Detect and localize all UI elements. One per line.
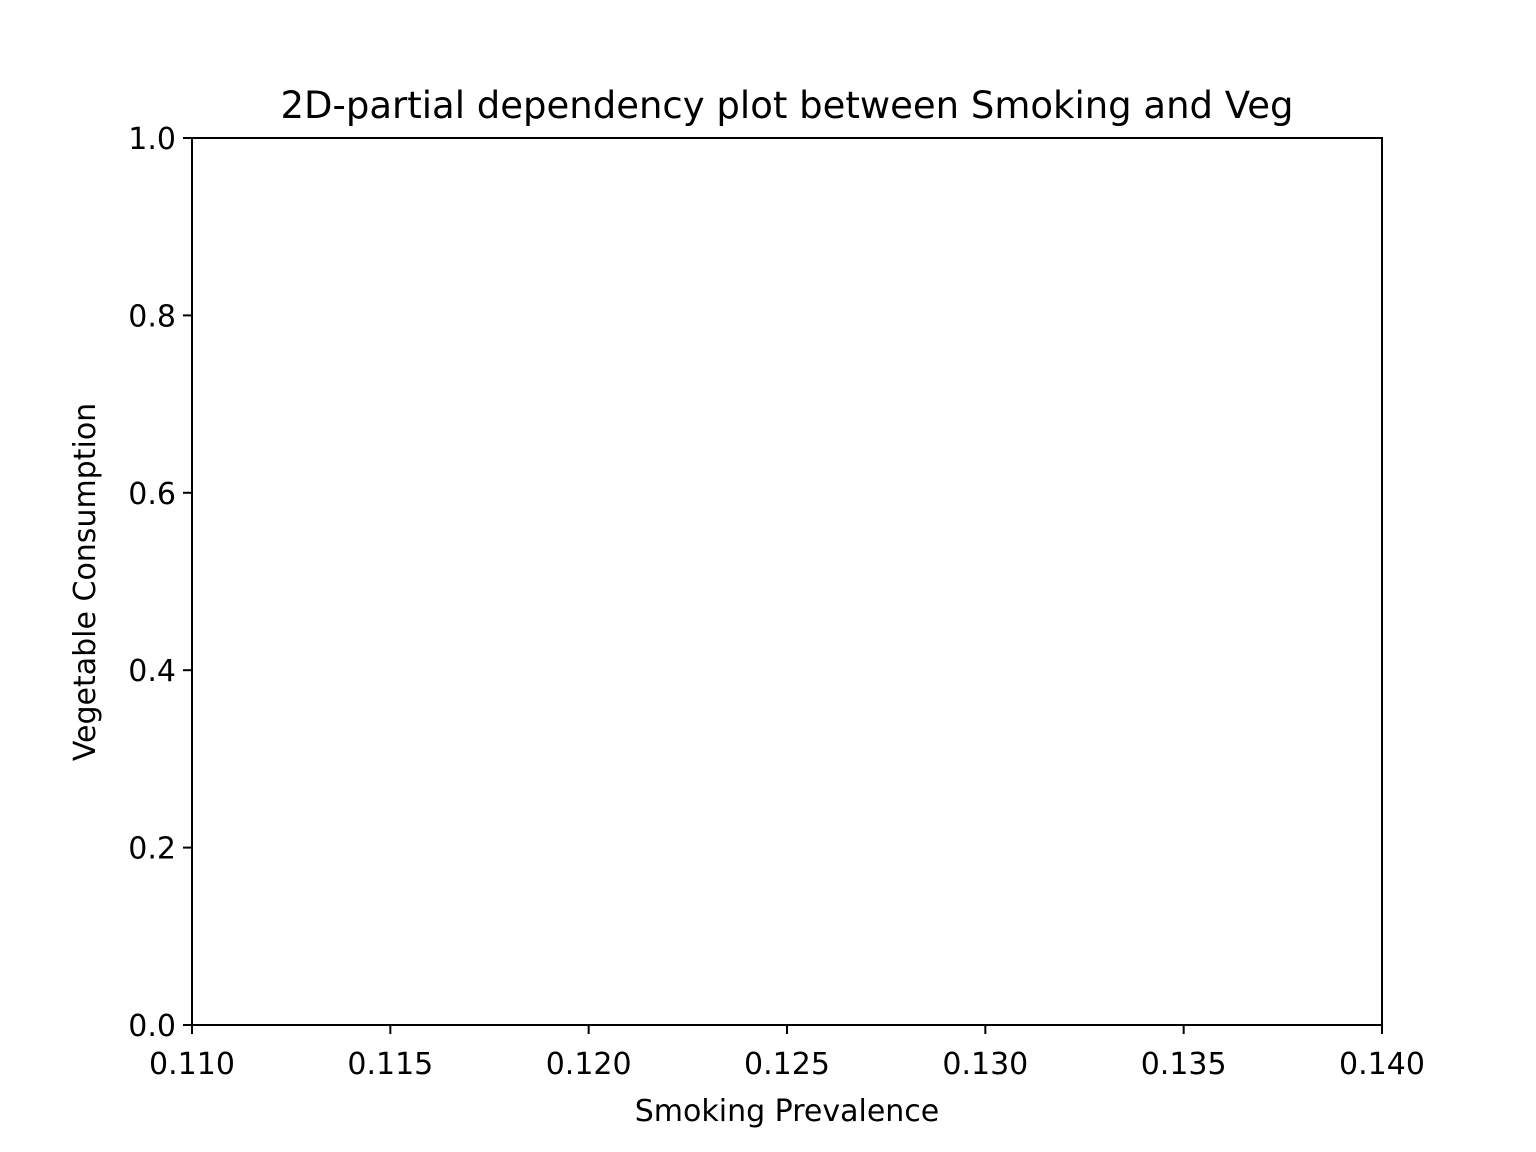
plot-frame [191,137,1383,1026]
y-tick-label: 1.0 [128,122,176,157]
x-tick-label: 0.110 [149,1047,235,1082]
x-tick-label: 0.140 [1339,1047,1425,1082]
plot-area [192,138,1382,1025]
y-tick-label: 0.2 [128,832,176,867]
y-axis-label: Vegetable Consumption [68,403,103,761]
plot-background [192,138,1382,1025]
y-tick-label: 0.4 [128,654,176,689]
chart-title: 2D-partial dependency plot between Smoki… [281,84,1294,127]
x-tick-label: 0.125 [744,1047,830,1082]
x-tick-label: 0.135 [1141,1047,1227,1082]
x-axis-ticks: 0.110 0.115 0.120 0.125 0.130 0.135 0.140 [149,1025,1425,1082]
y-tick-label: 0.0 [128,1009,176,1044]
y-axis-ticks: 0.0 0.2 0.4 0.6 0.8 1.0 [128,122,192,1044]
x-tick-label: 0.130 [942,1047,1028,1082]
y-tick-label: 0.6 [128,477,176,512]
x-axis-label: Smoking Prevalence [635,1094,940,1129]
x-tick-label: 0.120 [546,1047,632,1082]
y-tick-label: 0.8 [128,299,176,334]
x-tick-label: 0.115 [347,1047,433,1082]
